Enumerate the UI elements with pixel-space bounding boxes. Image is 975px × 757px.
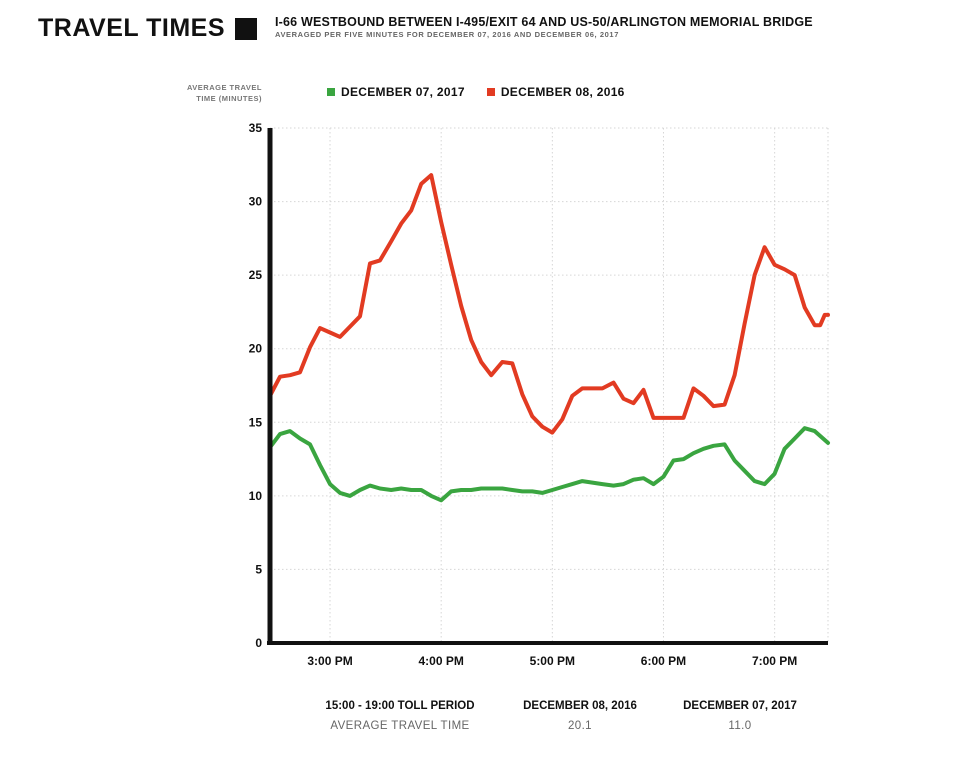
legend: DECEMBER 07, 2017 DECEMBER 08, 2016 <box>327 85 647 99</box>
y-tick-label: 20 <box>249 342 263 356</box>
title-block: TRAVEL TIMES <box>38 14 258 43</box>
legend-label-2017: DECEMBER 07, 2017 <box>341 85 465 99</box>
x-tick-label: 3:00 PM <box>307 654 352 668</box>
x-tick-label: 7:00 PM <box>752 654 797 668</box>
chart-sub-subtitle: AVERAGED PER FIVE MINUTES FOR DECEMBER 0… <box>275 30 619 39</box>
y-tick-label: 5 <box>255 562 262 576</box>
legend-swatch-2016 <box>486 88 495 96</box>
summary-col1-header: DECEMBER 08, 2016 <box>523 700 637 712</box>
summary-col2-header: DECEMBER 07, 2017 <box>683 700 797 712</box>
legend-label-2016: DECEMBER 08, 2016 <box>500 85 625 99</box>
chart-subtitle: I-66 WESTBOUND BETWEEN I-495/EXIT 64 AND… <box>275 15 813 29</box>
x-tick-label: 5:00 PM <box>530 654 575 668</box>
summary-col2-value: 11.0 <box>728 720 752 732</box>
summary-col1-value: 20.1 <box>568 720 592 732</box>
y-axis-label-line2: TIME (MINUTES) <box>196 94 262 103</box>
page-title: TRAVEL TIMES <box>38 14 226 42</box>
series-line-2016 <box>268 173 830 435</box>
y-tick-label: 0 <box>255 636 262 650</box>
summary-period-label: 15:00 - 19:00 TOLL PERIOD <box>325 700 475 712</box>
y-axis-label-line1: AVERAGE TRAVEL <box>186 83 262 92</box>
y-tick-label: 15 <box>249 415 263 429</box>
y-tick-label: 25 <box>249 268 263 282</box>
y-tick-label: 30 <box>249 195 263 209</box>
line-chart: 0 5 10 15 20 25 30 35 3:00 PM 4:00 PM 5:00 PM 6:00 … <box>249 121 830 668</box>
y-axis-label: AVERAGE TRAVEL TIME (MINUTES) <box>150 82 262 104</box>
series-line-2017 <box>268 426 830 503</box>
subtitle-block: I-66 WESTBOUND BETWEEN I-495/EXIT 64 AND… <box>275 15 813 39</box>
summary-value-row: AVERAGE TRAVEL TIME 20.1 11.0 <box>0 720 975 736</box>
legend-swatch-2017 <box>327 88 335 96</box>
x-tick-label: 6:00 PM <box>641 654 686 668</box>
x-tick-label: 4:00 PM <box>418 654 463 668</box>
y-tick-label: 10 <box>249 489 263 503</box>
y-tick-label: 35 <box>249 121 263 135</box>
summary-row-label: AVERAGE TRAVEL TIME <box>330 720 470 732</box>
title-square-decoration <box>235 17 258 40</box>
legend-item-2016: DECEMBER 08, 2016 <box>486 85 625 99</box>
legend-item-2017: DECEMBER 07, 2017 <box>327 85 465 99</box>
summary-header-row: 15:00 - 19:00 TOLL PERIOD DECEMBER 08, 2… <box>0 700 975 716</box>
